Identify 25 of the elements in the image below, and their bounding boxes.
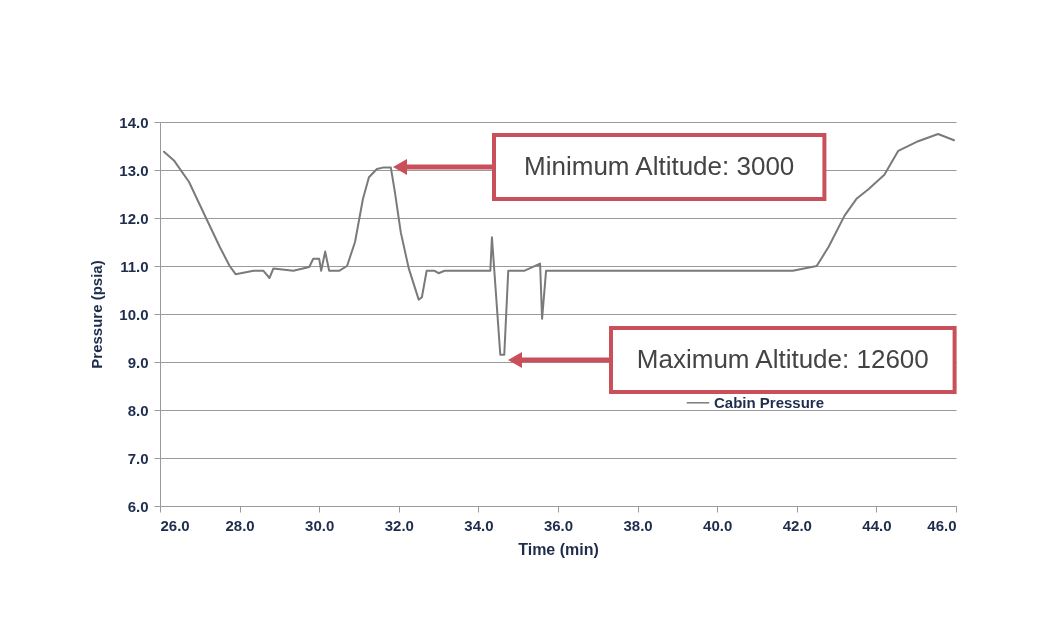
y-tick-label: 11.0 <box>120 257 149 275</box>
x-axis-title: Time (min) <box>518 540 599 558</box>
x-tick-label: 28.0 <box>225 516 255 534</box>
y-axis-title: Pressure (psia) <box>88 260 106 369</box>
x-tick-label: 44.0 <box>862 516 892 534</box>
y-tick-label: 14.0 <box>119 113 149 131</box>
x-tick-label: 36.0 <box>543 516 574 534</box>
y-tick-label: 6.0 <box>127 497 149 515</box>
x-tick-label: 32.0 <box>384 516 414 534</box>
y-tick-label: 12.0 <box>119 209 149 227</box>
y-tick-label: 13.0 <box>119 161 149 179</box>
x-tick-label: 46.0 <box>927 516 957 534</box>
annotation: Minimum Altitude: 3000 <box>524 151 795 181</box>
x-tick-label: 26.0 <box>160 516 190 534</box>
y-tick-label: 10.0 <box>119 305 149 323</box>
x-tick-label: 38.0 <box>623 516 653 534</box>
y-tick-label: 8.0 <box>127 401 149 419</box>
x-tick-label: 30.0 <box>305 516 335 534</box>
annotation: Maximum Altitude: 12600 <box>636 344 929 374</box>
x-tick-label: 42.0 <box>782 516 812 534</box>
y-tick-label: 7.0 <box>127 449 149 467</box>
y-tick-label: 9.0 <box>127 353 149 371</box>
x-tick-label: 34.0 <box>464 516 494 534</box>
x-tick-label: 40.0 <box>703 516 733 534</box>
legend-label: Cabin Pressure <box>714 393 825 411</box>
